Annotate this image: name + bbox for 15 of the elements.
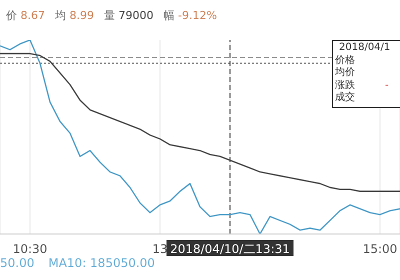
text: 价 8.67 bbox=[6, 9, 45, 22]
x-tick-label: 13 bbox=[152, 242, 168, 256]
annotation: 价格 bbox=[335, 54, 356, 67]
text: 均 8.99 bbox=[55, 9, 94, 22]
text: 量 79000 bbox=[104, 9, 154, 22]
x-tick-label: 2018/04/10/二13:31 bbox=[170, 242, 290, 256]
text: 50.00 bbox=[0, 256, 34, 270]
text: MA10: 185050.00 bbox=[48, 256, 155, 270]
x-tick-label: 15:00 bbox=[362, 242, 398, 256]
annotation: 成交 bbox=[335, 92, 356, 104]
annotation: 均价 bbox=[335, 67, 356, 80]
x-tick-label: 10:30 bbox=[12, 242, 48, 256]
text: 幅 -9.12% bbox=[164, 9, 217, 22]
annotation: 2018/04/1 bbox=[338, 42, 390, 54]
annotation: - bbox=[385, 80, 389, 90]
